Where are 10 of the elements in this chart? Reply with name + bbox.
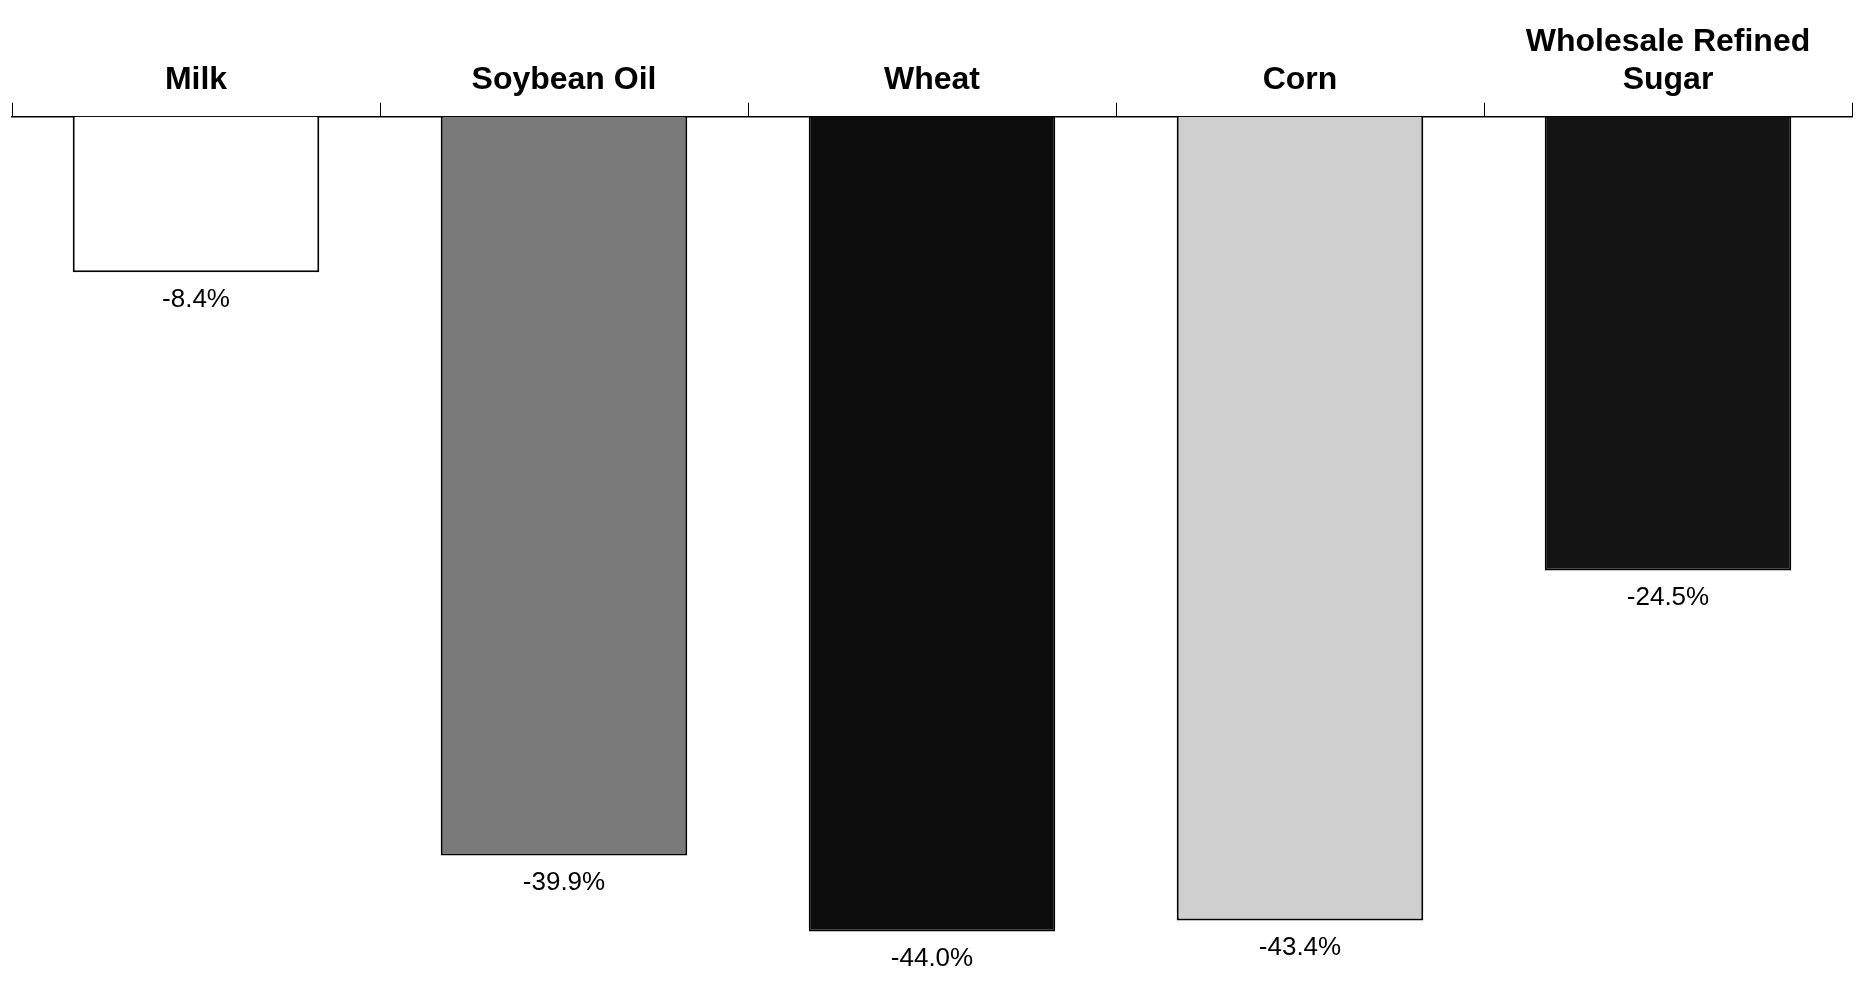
- data-label: -8.4%: [162, 282, 230, 313]
- data-label: -24.5%: [1626, 580, 1710, 611]
- x-tick-label: Wholesale Refined Sugar: [1525, 22, 1811, 97]
- data-label: -39.9%: [522, 865, 606, 896]
- data-label: -44.0%: [890, 941, 974, 972]
- x-tick-label: Corn: [1262, 60, 1338, 97]
- data-label: -43.4%: [1258, 930, 1342, 961]
- x-tick-label: Milk: [164, 60, 228, 97]
- x-tick-label: Wheat: [884, 60, 981, 97]
- x-tick-label: Soybean Oil: [471, 60, 657, 97]
